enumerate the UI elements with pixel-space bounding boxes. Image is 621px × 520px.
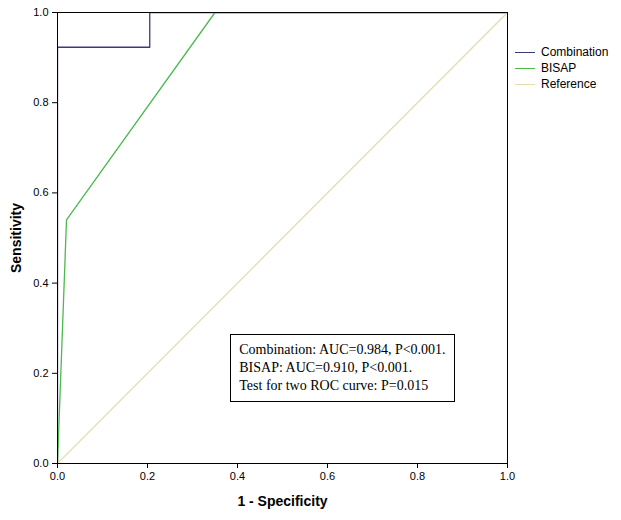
svg-text:0.2: 0.2 <box>33 367 48 379</box>
svg-text:0.4: 0.4 <box>33 277 48 289</box>
html-text:BISAP: BISAP <box>541 61 577 75</box>
svg-text:0.2: 0.2 <box>140 470 155 482</box>
svg-text:1.0: 1.0 <box>500 470 515 482</box>
svg-text:1 - Specificity: 1 - Specificity <box>237 493 327 509</box>
svg-text:1.0: 1.0 <box>33 6 48 18</box>
svg-text:0.8: 0.8 <box>410 470 425 482</box>
html-text:Test for two ROC curve: P=0.01: Test for two ROC curve: P=0.015 <box>239 378 429 394</box>
html-text:Combination: Combination <box>541 45 609 59</box>
html-text:Combination: AUC=0.984, P<0.00: Combination: AUC=0.984, P<0.001. <box>239 342 446 358</box>
svg-text:0.4: 0.4 <box>230 470 245 482</box>
html-text:Reference: Reference <box>541 77 597 91</box>
html-text:BISAP: AUC=0.910, P<0.001.: BISAP: AUC=0.910, P<0.001. <box>239 360 413 376</box>
svg-text:0.6: 0.6 <box>33 186 48 198</box>
svg-text:Sensitivity: Sensitivity <box>8 203 24 273</box>
svg-text:0.8: 0.8 <box>33 96 48 108</box>
svg-text:0.6: 0.6 <box>320 470 335 482</box>
svg-text:0.0: 0.0 <box>50 470 65 482</box>
svg-text:0.0: 0.0 <box>33 457 48 469</box>
